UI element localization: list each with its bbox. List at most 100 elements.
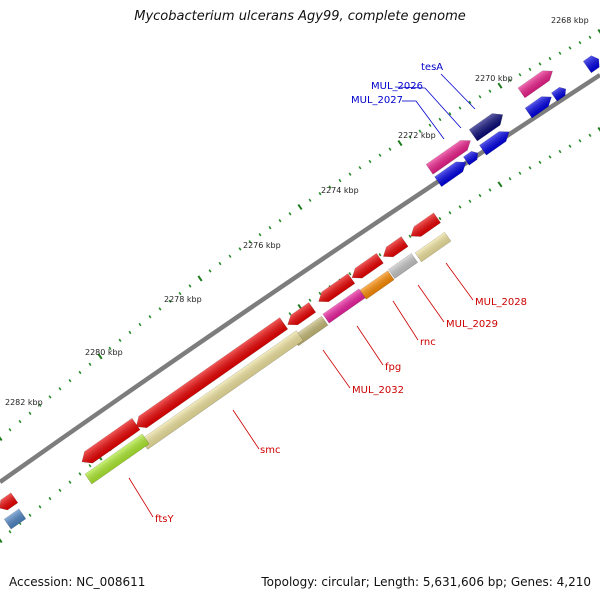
major-tick: [597, 126, 600, 132]
minor-tick: [508, 177, 512, 181]
gene-label-tesA: tesA: [421, 62, 443, 73]
minor-tick: [8, 530, 12, 534]
minor-tick: [288, 312, 292, 316]
gene-labels: tesA MUL_2026 MUL_2027 MUL_2028 MUL_2029…: [155, 62, 527, 525]
gene-label-MUL_2027: MUL_2027: [351, 95, 403, 106]
minor-tick: [68, 378, 72, 383]
minor-tick: [308, 298, 312, 302]
minor-tick: [348, 172, 352, 176]
minor-tick: [158, 307, 162, 311]
minor-tick: [378, 153, 382, 157]
minor-tick: [588, 35, 592, 39]
minor-tick: [68, 480, 72, 484]
minor-tick: [548, 155, 552, 159]
minor-tick: [228, 254, 232, 258]
gene-MUL_2028: [414, 231, 452, 263]
minor-tick: [108, 346, 112, 351]
gene-pink-2270: [517, 70, 553, 99]
tick-label-2274: 2274 kbp: [321, 186, 359, 195]
gene-fpg: [322, 288, 366, 324]
tick-labels: 2268 kbp 2270 kbp 2272 kbp 2274 kbp 2276…: [5, 16, 589, 407]
major-tick: [0, 436, 3, 442]
gene-features: [0, 55, 600, 530]
minor-tick: [288, 212, 292, 216]
minor-tick: [538, 160, 542, 165]
minor-tick: [48, 496, 52, 501]
tick-label-2272: 2272 kbp: [398, 131, 436, 140]
minor-tick: [348, 272, 352, 276]
minor-tick: [208, 269, 212, 273]
leader-smc: [232, 409, 260, 450]
gene-pink-MUL_2027: [425, 140, 471, 175]
minor-tick: [188, 284, 192, 288]
major-tick: [97, 353, 103, 360]
minor-tick: [568, 46, 572, 50]
gene-blue-far-right: [582, 55, 600, 74]
minor-tick: [328, 185, 332, 189]
minor-tick: [428, 123, 432, 127]
gene-red-fpg-top: [318, 273, 356, 303]
minor-tick: [488, 89, 492, 93]
gene-label-rnc: rnc: [420, 337, 436, 348]
minor-tick: [558, 149, 562, 154]
minor-tick: [78, 370, 82, 375]
gene-smc: [140, 330, 304, 450]
gene-steelblue-left: [3, 508, 27, 530]
minor-tick: [308, 198, 312, 202]
minor-tick: [338, 178, 342, 183]
gene-label-smc: smc: [260, 445, 280, 456]
gene-MUL_2026: [463, 151, 479, 166]
tick-label-2268: 2268 kbp: [551, 16, 589, 25]
minor-tick: [358, 166, 362, 170]
minor-tick: [258, 232, 262, 237]
tick-label-2270: 2270 kbp: [475, 74, 513, 83]
minor-tick: [58, 387, 62, 391]
minor-tick: [218, 261, 222, 266]
genome-backbone: [0, 73, 600, 484]
minor-tick: [378, 253, 382, 257]
tick-label-2276: 2276 kbp: [243, 241, 281, 250]
minor-tick: [318, 191, 322, 196]
leader-MUL_2032: [322, 349, 351, 389]
gene-red-2028-top: [410, 212, 441, 237]
leader-MUL_2029: [417, 284, 445, 323]
gene-red-2032-top: [287, 302, 317, 326]
minor-tick: [78, 472, 82, 476]
leader-ftsY: [128, 477, 154, 518]
minor-tick: [578, 40, 582, 45]
gene-red-left-edge: [0, 492, 19, 511]
minor-tick: [508, 78, 512, 82]
minor-tick: [388, 147, 392, 151]
gene-red-rnc-top: [351, 252, 384, 279]
minor-tick: [588, 133, 592, 138]
minor-tick: [368, 159, 372, 164]
leader-MUL_2028: [445, 262, 474, 301]
gene-tesA: [468, 113, 504, 142]
minor-tick: [518, 73, 522, 77]
minor-tick: [18, 419, 22, 424]
gene-label-MUL_2028: MUL_2028: [475, 297, 527, 308]
leader-tesA: [440, 73, 476, 110]
minor-tick: [558, 51, 562, 55]
leader-fpg: [356, 325, 384, 366]
outer-tick-ring: [0, 28, 600, 442]
major-tick: [297, 203, 303, 211]
minor-tick: [38, 505, 42, 509]
gene-label-MUL_2026: MUL_2026: [371, 81, 423, 92]
accession-text: Accession: NC_008611: [9, 575, 146, 589]
gene-label-ftsY: ftsY: [155, 514, 174, 525]
minor-tick: [278, 218, 282, 223]
minor-tick: [478, 95, 482, 99]
map-title: Mycobacterium ulcerans Agy99, complete g…: [134, 9, 466, 24]
minor-tick: [418, 129, 422, 133]
minor-tick: [528, 67, 532, 72]
minor-tick: [38, 403, 42, 407]
minor-tick: [478, 193, 482, 198]
gene-label-MUL_2032: MUL_2032: [352, 385, 404, 396]
minor-tick: [438, 216, 442, 221]
major-tick: [497, 181, 503, 188]
gene-rnc: [359, 270, 395, 300]
gene-label-MUL_2029: MUL_2029: [446, 319, 498, 330]
major-tick: [0, 538, 3, 544]
minor-tick: [438, 117, 442, 122]
